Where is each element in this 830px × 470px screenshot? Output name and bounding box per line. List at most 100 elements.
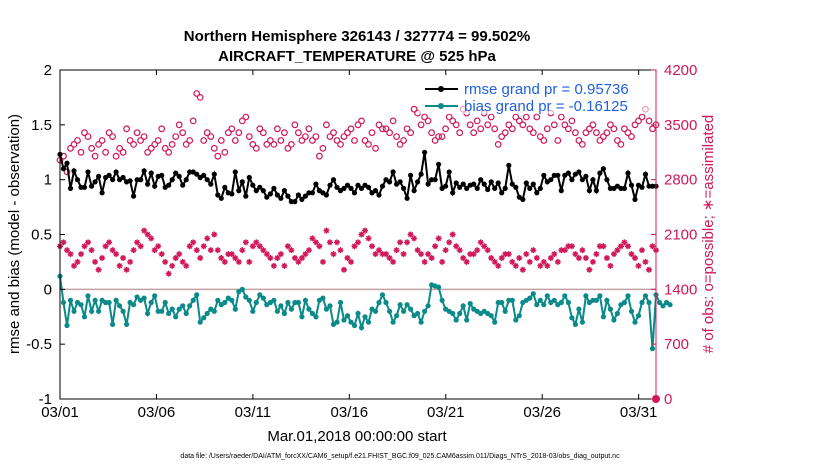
obs-assimilated-point <box>228 251 235 258</box>
obs-possible-point <box>533 113 541 121</box>
obs-assimilated-point <box>481 243 488 250</box>
bias-point <box>509 297 515 303</box>
rmse-point <box>341 185 347 191</box>
obs-assimilated-point <box>572 251 579 258</box>
bias-point <box>551 297 557 303</box>
obs-assimilated-point <box>638 247 645 254</box>
rmse-point <box>127 178 133 184</box>
y-left-tick-label: 0 <box>44 281 52 298</box>
bias-point <box>408 306 414 312</box>
obs-assimilated-point <box>85 239 92 246</box>
bias-point <box>159 308 165 314</box>
obs-possible-point <box>123 125 130 133</box>
obs-assimilated-point <box>151 247 158 254</box>
series-obs-possible <box>56 90 660 176</box>
rmse-point <box>260 188 266 194</box>
y-left-tick-label: -1 <box>39 391 52 408</box>
obs-assimilated-point <box>411 235 418 242</box>
bias-point <box>120 308 126 314</box>
obs-possible-point <box>179 129 187 137</box>
footer-data-file: data file: /Users/raeder/DAI/ATM_forcXX/… <box>180 453 620 460</box>
obs-assimilated-point <box>263 251 270 258</box>
obs-possible-point <box>515 117 523 125</box>
obs-possible-point <box>340 133 348 141</box>
bias-point <box>89 308 95 314</box>
rmse-point <box>201 172 207 178</box>
obs-assimilated-point <box>270 262 277 269</box>
obs-possible-point <box>596 137 604 144</box>
obs-assimilated-point <box>495 262 502 269</box>
bias-point <box>534 302 540 308</box>
obs-possible-point <box>396 140 404 148</box>
rmse-point <box>530 181 536 187</box>
bias-point <box>576 306 582 312</box>
obs-assimilated-point <box>204 235 211 242</box>
obs-assimilated-point <box>148 235 155 242</box>
obs-assimilated-point <box>88 247 95 254</box>
obs-possible-point <box>379 125 386 133</box>
obs-possible-point <box>600 133 607 141</box>
x-tick-label: 03/06 <box>138 404 176 421</box>
obs-possible-point <box>196 93 204 101</box>
obs-possible-point <box>154 137 162 144</box>
bias-point <box>183 310 189 317</box>
bias-point <box>117 303 123 309</box>
bias-point <box>656 299 663 306</box>
rmse-point <box>229 191 235 197</box>
rmse-point <box>541 172 547 178</box>
bias-point <box>222 299 228 306</box>
obs-possible-point <box>403 125 411 133</box>
obs-possible-point <box>105 129 113 137</box>
bias-point <box>418 319 424 325</box>
obs-possible-point <box>505 121 513 129</box>
obs-assimilated-point <box>344 255 351 261</box>
bias-point <box>278 303 284 309</box>
bias-point <box>176 306 182 312</box>
bias-point <box>565 299 572 306</box>
rmse-point <box>89 183 95 189</box>
obs-possible-point <box>337 140 344 148</box>
obs-possible-point <box>344 129 351 137</box>
bias-point <box>274 308 280 314</box>
bias-point <box>583 293 589 299</box>
obs-possible-point <box>456 129 464 137</box>
bias-point <box>246 297 252 303</box>
rmse-point <box>85 169 91 175</box>
obs-possible-point <box>281 129 288 137</box>
bias-point <box>187 303 193 309</box>
obs-assimilated-point <box>484 247 491 254</box>
rmse-point <box>351 190 358 196</box>
obs-possible-point <box>628 133 635 141</box>
obs-possible-point <box>309 137 316 144</box>
rmse-point <box>555 172 561 178</box>
rmse-point <box>152 183 158 189</box>
obs-assimilated-point <box>337 247 344 254</box>
obs-assimilated-point <box>340 266 347 273</box>
chart-title-line1: Northern Hemisphere 326143 / 327774 = 99… <box>184 28 530 45</box>
obs-assimilated-point <box>582 255 589 261</box>
rmse-point <box>639 184 645 190</box>
obs-assimilated-point <box>319 258 326 265</box>
obs-possible-point <box>452 121 460 129</box>
obs-assimilated-point <box>221 258 228 265</box>
obs-assimilated-point <box>435 235 442 242</box>
obs-assimilated-point <box>505 251 512 258</box>
series-obs-assimilated <box>57 227 659 277</box>
obs-possible-point <box>449 117 457 125</box>
y-right-tick-label: 0 <box>664 391 672 408</box>
obs-assimilated-point <box>446 239 453 246</box>
obs-assimilated-point <box>277 251 284 258</box>
bias-point <box>253 299 259 306</box>
obs-possible-point <box>635 117 642 125</box>
bias-point <box>537 297 543 303</box>
bias-point <box>64 322 70 329</box>
obs-assimilated-point <box>540 258 547 265</box>
obs-assimilated-point <box>211 231 218 238</box>
obs-assimilated-point <box>172 255 179 261</box>
obs-possible-point <box>259 129 267 137</box>
obs-assimilated-point <box>554 258 561 265</box>
obs-assimilated-point <box>418 251 425 258</box>
rmse-point <box>313 181 319 187</box>
rmse-point <box>576 169 582 175</box>
obs-assimilated-point <box>176 251 183 258</box>
